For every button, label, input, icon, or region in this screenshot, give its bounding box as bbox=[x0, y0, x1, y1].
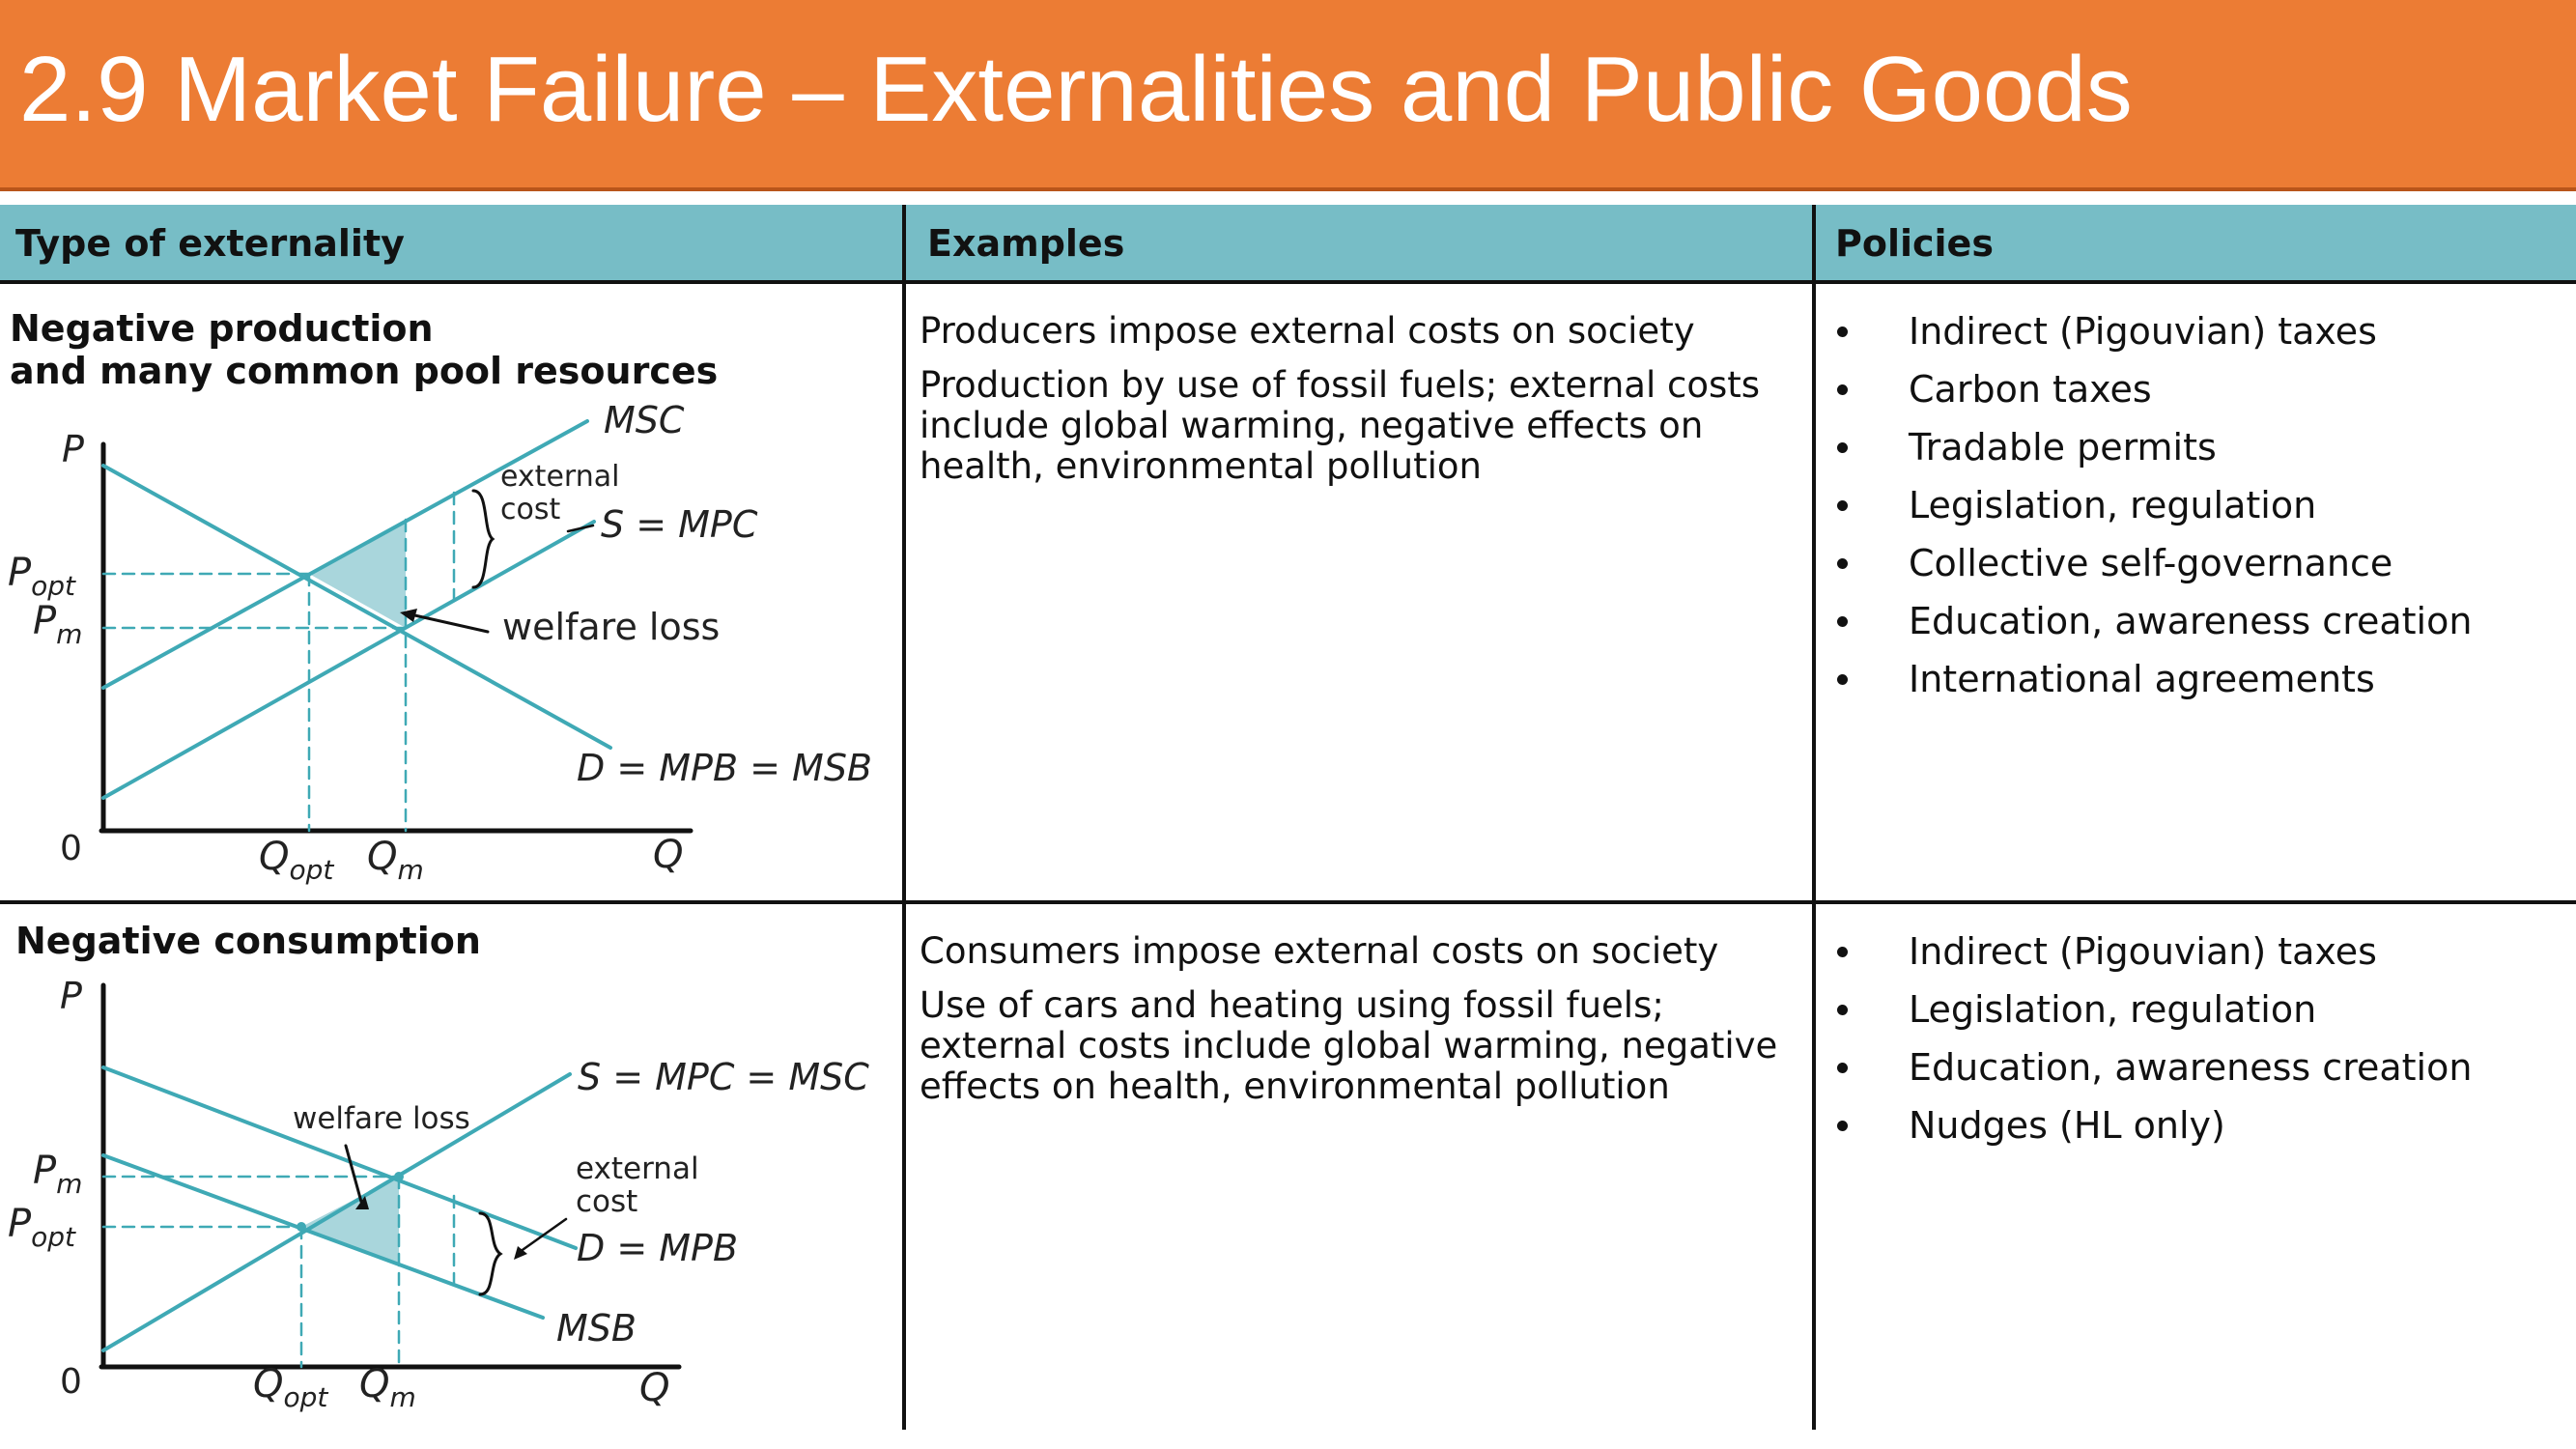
row2-examples: Consumers impose external costs on socie… bbox=[920, 931, 1789, 1121]
demand-curve bbox=[101, 1065, 578, 1250]
y-axis-label: P bbox=[62, 428, 84, 470]
policy-item: Indirect (Pigouvian) taxes bbox=[1831, 923, 2472, 980]
row2-policies: Indirect (Pigouvian) taxes Legislation, … bbox=[1831, 923, 2472, 1154]
welfare-loss-pointer bbox=[409, 612, 490, 634]
arrowhead-icon bbox=[355, 1196, 369, 1209]
p-opt-label: Popt bbox=[8, 1202, 76, 1253]
x-axis-label: Q bbox=[653, 833, 683, 877]
welfare-loss-pointer bbox=[344, 1144, 363, 1204]
external-cost-label-2: cost bbox=[576, 1184, 637, 1219]
q-m-label: Qm bbox=[359, 1362, 416, 1413]
y-axis-label: P bbox=[60, 975, 82, 1017]
row1-type: Negative production and many common pool… bbox=[10, 307, 718, 392]
negative-consumption-diagram: P S = MPC = MSC welfare loss external co… bbox=[8, 975, 869, 1413]
row-divider bbox=[0, 900, 2576, 904]
equilibrium-point bbox=[394, 1172, 404, 1181]
row1-policies: Indirect (Pigouvian) taxes Carbon taxes … bbox=[1831, 302, 2472, 708]
row2-type-line1: Negative consumption bbox=[15, 920, 481, 962]
demand-label: D = MPB bbox=[577, 1227, 738, 1269]
supply-label: S = MPC = MSC bbox=[578, 1056, 869, 1098]
arrowhead-icon bbox=[514, 1246, 527, 1260]
p-opt-label: Popt bbox=[8, 551, 76, 602]
row1-type-line1: Negative production bbox=[10, 307, 434, 350]
origin-label: 0 bbox=[60, 1362, 82, 1402]
column-divider-1 bbox=[902, 205, 906, 1430]
externality-table: Type of externality Examples Policies Ne… bbox=[0, 205, 2576, 1430]
external-cost-label-1: external bbox=[500, 460, 619, 494]
external-cost-brace bbox=[478, 1211, 503, 1296]
header-examples: Examples bbox=[906, 205, 1812, 282]
policy-item: Legislation, regulation bbox=[1831, 476, 2472, 534]
x-axis-label: Q bbox=[639, 1366, 669, 1410]
bullet-icon bbox=[1837, 1121, 1848, 1131]
bullet-icon bbox=[1837, 442, 1848, 453]
bullet-icon bbox=[1837, 384, 1848, 395]
supply-curve bbox=[101, 520, 596, 800]
policy-item: Carbon taxes bbox=[1831, 360, 2472, 418]
policy-item: Education, awareness creation bbox=[1831, 1038, 2472, 1096]
msc-curve bbox=[101, 419, 589, 690]
bullet-icon bbox=[1837, 327, 1848, 337]
q-opt-label: Qopt bbox=[253, 1362, 328, 1413]
bullet-icon bbox=[1837, 1005, 1848, 1015]
q-opt-label: Qopt bbox=[259, 835, 334, 886]
supply-label: S = MPC bbox=[601, 503, 758, 546]
policy-item: Indirect (Pigouvian) taxes bbox=[1831, 302, 2472, 360]
policy-item: Legislation, regulation bbox=[1831, 980, 2472, 1038]
title-banner: 2.9 Market Failure – Externalities and P… bbox=[0, 0, 2576, 191]
header-divider bbox=[0, 280, 2576, 284]
external-cost-label-1: external bbox=[576, 1151, 699, 1186]
welfare-loss-area bbox=[309, 520, 406, 628]
p-m-label: Pm bbox=[33, 599, 82, 650]
external-cost-label-2: cost bbox=[500, 493, 560, 526]
supply-curve bbox=[101, 1072, 572, 1352]
policy-item: Collective self-governance bbox=[1831, 534, 2472, 592]
bullet-icon bbox=[1837, 616, 1848, 627]
msb-label: MSB bbox=[556, 1307, 637, 1350]
policy-item: Tradable permits bbox=[1831, 418, 2472, 476]
bullet-icon bbox=[1837, 674, 1848, 685]
row1-example-2: Production by use of fossil fuels; exter… bbox=[920, 364, 1761, 487]
welfare-loss-label: welfare loss bbox=[293, 1101, 470, 1136]
policy-item: Nudges (HL only) bbox=[1831, 1096, 2472, 1154]
origin-label: 0 bbox=[60, 829, 82, 868]
welfare-loss-label: welfare loss bbox=[502, 606, 720, 648]
p-m-label: Pm bbox=[33, 1149, 82, 1200]
row2-example-1: Consumers impose external costs on socie… bbox=[920, 930, 1719, 972]
row1-examples: Producers impose external costs on socie… bbox=[920, 311, 1789, 500]
bullet-icon bbox=[1837, 1063, 1848, 1073]
policy-item: Education, awareness creation bbox=[1831, 592, 2472, 650]
bullet-icon bbox=[1837, 500, 1848, 511]
q-m-label: Qm bbox=[367, 835, 424, 886]
external-cost-pointer bbox=[518, 1217, 568, 1254]
welfare-loss-area bbox=[301, 1177, 399, 1265]
header-type: Type of externality bbox=[0, 205, 902, 282]
equilibrium-point bbox=[297, 1222, 306, 1232]
demand-curve bbox=[101, 464, 612, 750]
bullet-icon bbox=[1837, 947, 1848, 957]
external-cost-brace bbox=[471, 489, 495, 589]
column-divider-2 bbox=[1812, 205, 1816, 1430]
row2-example-2: Use of cars and heating using fossil fue… bbox=[920, 984, 1778, 1107]
policy-item: International agreements bbox=[1831, 650, 2472, 708]
arrowhead-icon bbox=[400, 609, 417, 622]
msb-curve bbox=[101, 1153, 545, 1320]
header-policies: Policies bbox=[1816, 205, 2576, 282]
external-cost-pointer bbox=[566, 524, 595, 533]
demand-label: D = MPB = MSB bbox=[577, 747, 872, 789]
negative-production-diagram: P MSC external cost S = MPC welfare loss… bbox=[8, 399, 872, 886]
row2-type: Negative consumption bbox=[15, 920, 481, 962]
msc-label: MSC bbox=[604, 399, 685, 441]
row1-example-1: Producers impose external costs on socie… bbox=[920, 310, 1695, 352]
row1-type-line2: and many common pool resources bbox=[10, 350, 719, 392]
slide-title: 2.9 Market Failure – Externalities and P… bbox=[19, 38, 2133, 141]
bullet-icon bbox=[1837, 558, 1848, 569]
